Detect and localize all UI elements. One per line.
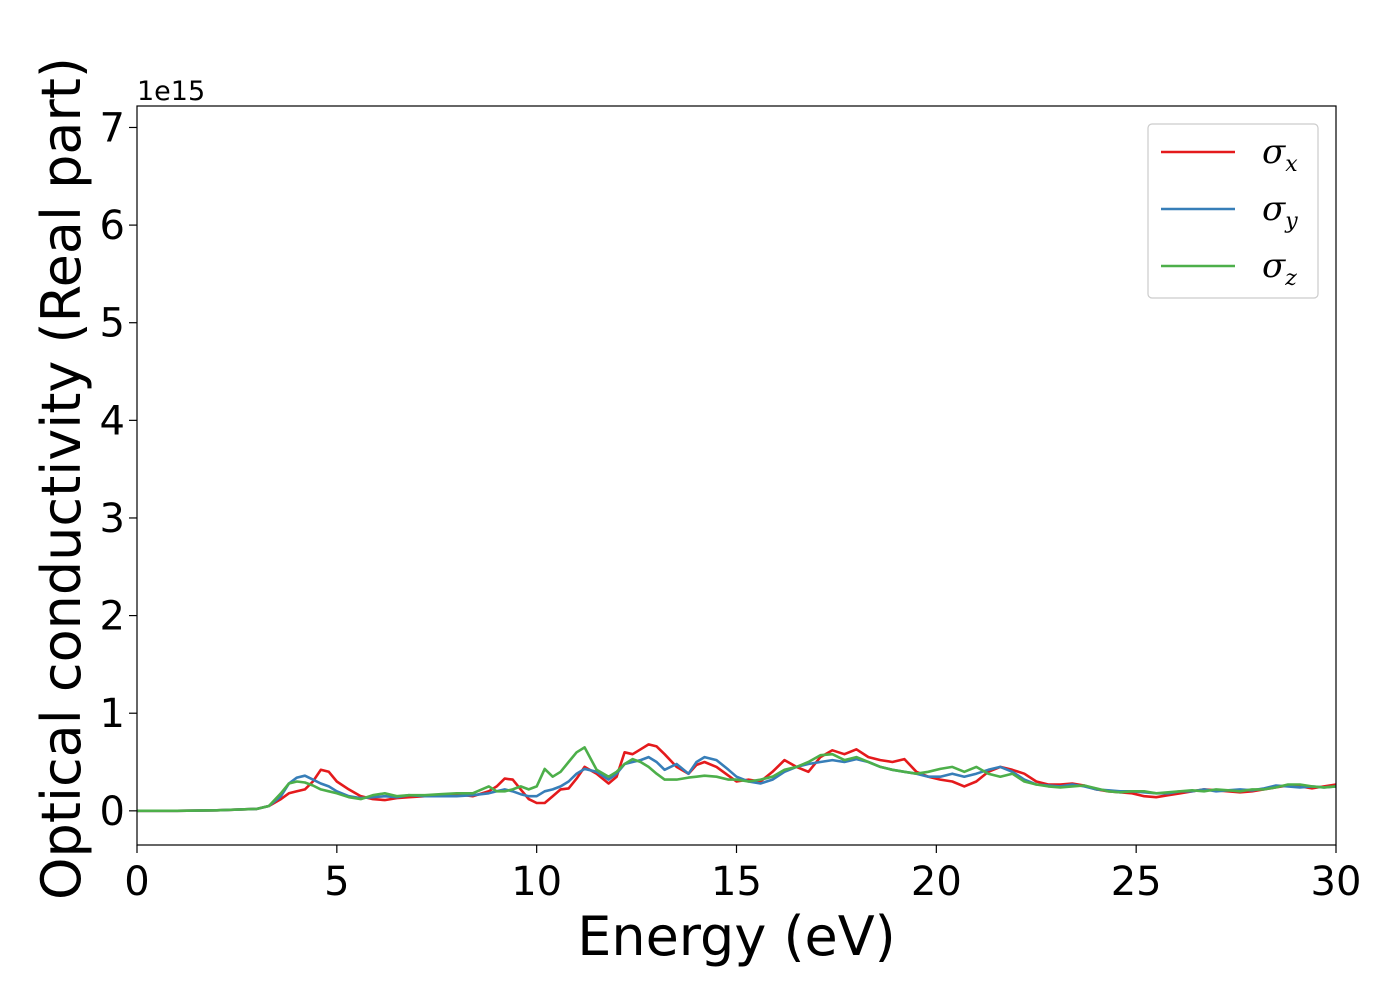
legend-label-z: σz <box>1262 246 1297 291</box>
x-axis-label: Energy (eV) <box>577 905 896 968</box>
x-axis-ticks: 0 5 10 15 20 25 30 <box>124 845 1361 905</box>
series-layer <box>137 743 1337 813</box>
y-tick-label: 7 <box>100 105 125 151</box>
y-tick-label: 4 <box>100 398 125 444</box>
legend-box <box>1147 123 1319 299</box>
x-tick-label: 20 <box>911 859 962 905</box>
y-axis-offset-label: 1e15 <box>137 76 205 107</box>
y-tick-label: 2 <box>100 594 125 640</box>
y-tick-label: 3 <box>100 496 125 542</box>
y-tick-label: 1 <box>100 691 125 737</box>
x-tick-label: 5 <box>324 859 349 905</box>
legend-label-x: σx <box>1262 132 1298 177</box>
x-tick-label: 30 <box>1311 859 1362 905</box>
y-tick-label: 0 <box>100 789 125 835</box>
x-tick-label: 10 <box>511 859 562 905</box>
y-tick-label: 5 <box>100 301 125 347</box>
x-tick-label: 0 <box>124 859 149 905</box>
y-axis-label: Optical conductivity (Real part) <box>30 57 93 900</box>
x-tick-label: 25 <box>1111 859 1162 905</box>
legend: σx σy σz <box>1147 123 1319 299</box>
y-axis-ticks: 0 1 2 3 4 5 6 7 <box>100 105 137 835</box>
series-line-z <box>137 746 1337 813</box>
y-tick-label: 6 <box>100 203 125 249</box>
legend-label-y: σy <box>1262 189 1298 234</box>
x-tick-label: 15 <box>711 859 762 905</box>
